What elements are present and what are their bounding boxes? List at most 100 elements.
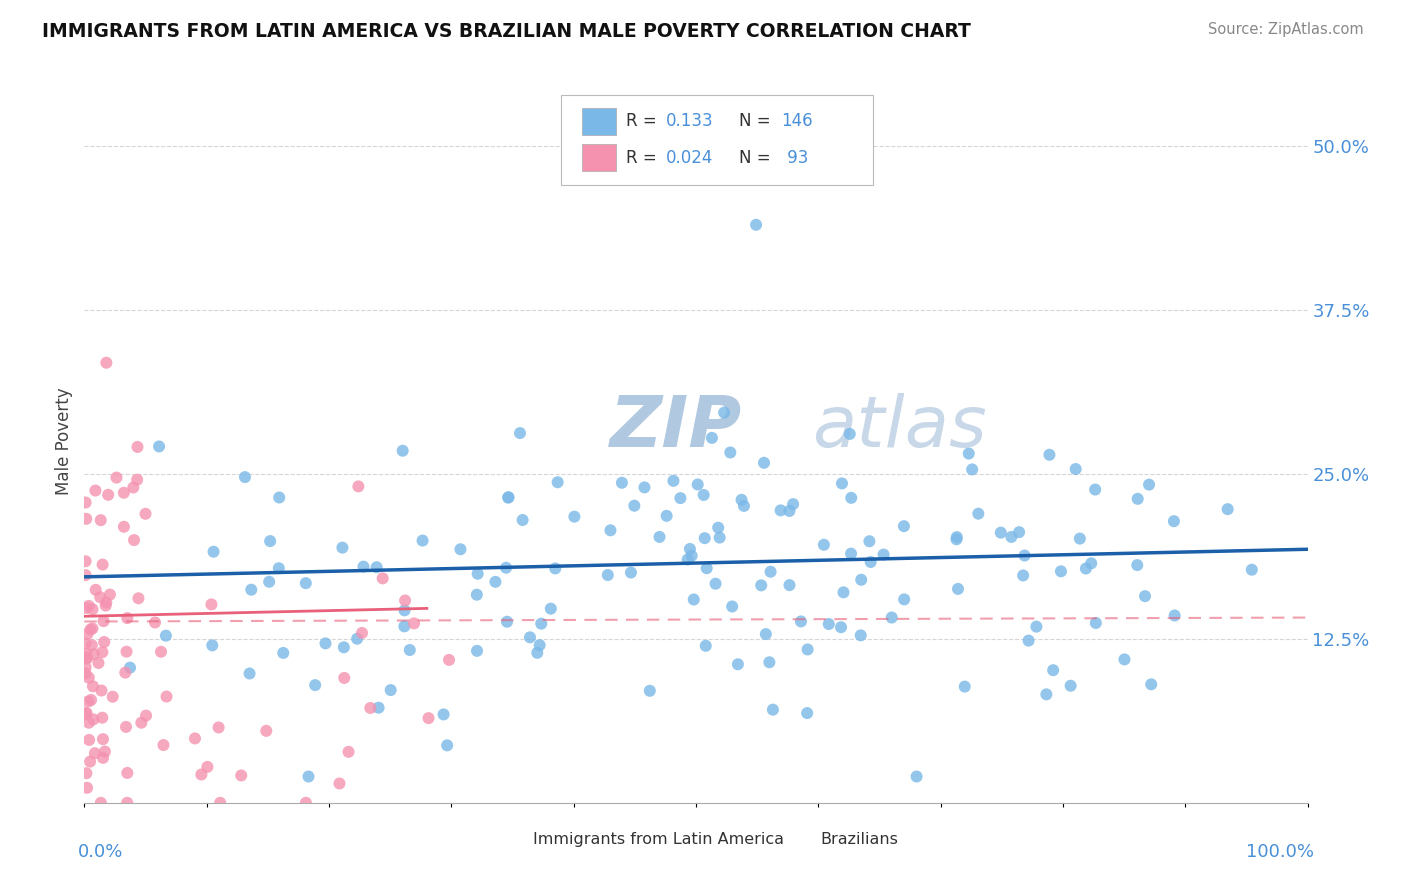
Point xyxy=(1050,565,1073,579)
Text: 0.024: 0.024 xyxy=(665,149,713,167)
Point xyxy=(201,638,224,652)
Point xyxy=(112,520,135,534)
Point xyxy=(817,617,839,632)
Point xyxy=(778,504,800,518)
Point xyxy=(359,701,381,715)
Point xyxy=(82,713,104,727)
Point xyxy=(730,492,752,507)
Point xyxy=(695,639,717,653)
Point xyxy=(367,700,389,714)
Text: 146: 146 xyxy=(782,112,813,130)
Point xyxy=(596,568,619,582)
Point xyxy=(90,796,112,810)
Point xyxy=(839,547,862,561)
Point xyxy=(371,571,394,585)
Point xyxy=(231,768,253,782)
Point xyxy=(394,619,416,633)
Point xyxy=(75,601,97,615)
Point xyxy=(267,561,290,575)
Point xyxy=(529,638,551,652)
Point xyxy=(957,446,980,460)
Point xyxy=(679,541,702,556)
Point xyxy=(1074,561,1097,575)
Point xyxy=(271,646,294,660)
Point xyxy=(467,566,489,581)
Point xyxy=(512,513,534,527)
Point xyxy=(96,595,118,609)
Point xyxy=(564,509,586,524)
Point xyxy=(638,683,661,698)
Point xyxy=(76,627,98,641)
Point xyxy=(436,739,458,753)
Point xyxy=(93,614,115,628)
Point xyxy=(509,426,531,441)
Point xyxy=(96,356,118,370)
Point xyxy=(610,475,633,490)
Point xyxy=(76,651,98,665)
Point xyxy=(496,615,519,629)
Point xyxy=(76,780,98,795)
Point xyxy=(1042,663,1064,677)
Point xyxy=(200,598,222,612)
Point xyxy=(762,703,785,717)
Point xyxy=(115,645,138,659)
Point xyxy=(152,738,174,752)
Point xyxy=(84,483,107,498)
Point xyxy=(519,630,541,644)
Point xyxy=(633,480,655,494)
Point xyxy=(398,643,420,657)
Point xyxy=(77,599,100,613)
Point xyxy=(82,679,104,693)
Point xyxy=(83,647,105,661)
Point xyxy=(1163,608,1185,623)
Point xyxy=(496,491,519,505)
Point xyxy=(790,615,813,629)
Point xyxy=(77,733,100,747)
Point xyxy=(620,566,643,580)
Point xyxy=(328,776,350,790)
Point xyxy=(830,620,852,634)
Point xyxy=(1080,557,1102,571)
Point xyxy=(75,660,97,674)
Point xyxy=(202,545,225,559)
Point xyxy=(238,666,260,681)
Text: ZIP: ZIP xyxy=(610,392,742,461)
Point xyxy=(752,456,775,470)
Point xyxy=(77,694,100,708)
Text: R =: R = xyxy=(626,149,662,167)
Point xyxy=(669,491,692,505)
Point xyxy=(1012,568,1035,582)
Point xyxy=(465,644,488,658)
Point xyxy=(872,548,894,562)
Text: 100.0%: 100.0% xyxy=(1246,843,1313,861)
Point xyxy=(945,533,967,547)
Point xyxy=(704,576,727,591)
Point xyxy=(755,627,778,641)
Point xyxy=(80,638,103,652)
Point xyxy=(1059,679,1081,693)
Point xyxy=(759,565,782,579)
Text: atlas: atlas xyxy=(813,392,987,461)
Point xyxy=(526,646,548,660)
Point xyxy=(75,512,97,526)
Point xyxy=(91,751,114,765)
Point xyxy=(682,592,704,607)
Point xyxy=(135,708,157,723)
Point xyxy=(1025,619,1047,633)
Text: 0.0%: 0.0% xyxy=(79,843,124,861)
Point xyxy=(91,558,114,572)
Point xyxy=(851,573,873,587)
Point xyxy=(1140,677,1163,691)
Point xyxy=(75,666,97,681)
Point xyxy=(353,559,375,574)
Point xyxy=(769,503,792,517)
Point xyxy=(77,671,100,685)
Point xyxy=(115,796,138,810)
Point xyxy=(547,475,569,490)
Point xyxy=(80,693,103,707)
Point xyxy=(686,477,709,491)
Point xyxy=(681,549,703,563)
Point xyxy=(148,440,170,454)
Point xyxy=(599,524,621,538)
Point xyxy=(190,767,212,781)
